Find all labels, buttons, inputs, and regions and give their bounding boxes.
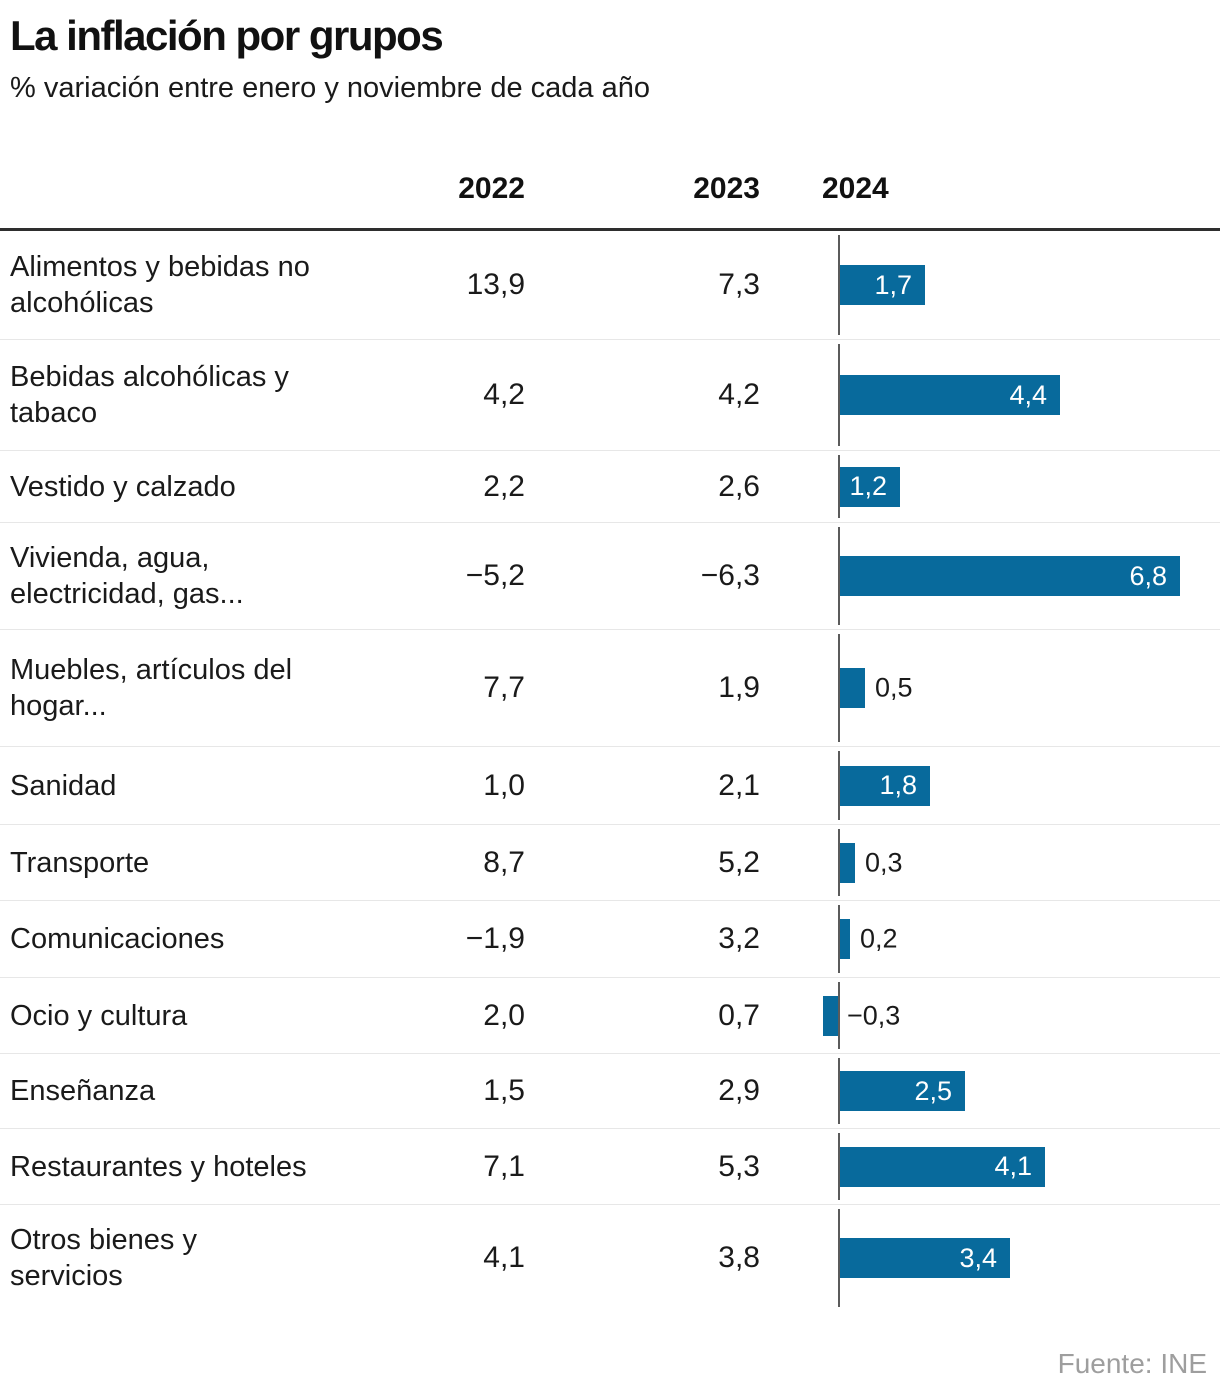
bar-2024 — [840, 919, 850, 959]
value-2023: 2,9 — [718, 1074, 760, 1107]
value-2022: 13,9 — [466, 268, 525, 301]
category-label: Transporte — [10, 846, 150, 879]
bar-2024: 1,8 — [840, 765, 930, 806]
chart-row: Enseñanza 1,5 2,9 2,5 — [0, 1053, 1220, 1128]
bar-value-label: 0,3 — [865, 847, 903, 877]
category-label: Restaurantes y hoteles — [10, 1150, 307, 1183]
value-2023: 5,2 — [718, 845, 760, 879]
bar-value-label: −0,3 — [847, 1000, 901, 1030]
bar-2024: 3,4 — [840, 1238, 1010, 1278]
column-header-2023: 2023 — [693, 172, 760, 205]
chart-row: Sanidad 1,0 2,1 1,8 — [0, 746, 1220, 824]
column-header-2024: 2024 — [822, 172, 889, 205]
chart-row: Muebles, artículos del hogar... 7,7 1,9 0,5 — [0, 629, 1220, 746]
bar-2024: 4,1 — [840, 1146, 1045, 1187]
bar-value-label: 1,8 — [879, 770, 917, 800]
bar-value-label: 1,7 — [874, 269, 912, 300]
value-2023: 3,2 — [718, 922, 760, 955]
value-2022: 8,7 — [483, 845, 525, 879]
category-label: Sanidad — [10, 769, 117, 802]
chart-row: Ocio y cultura 2,0 0,7 −0,3 — [0, 977, 1220, 1053]
category-label: Otros bienes y servicios — [10, 1224, 197, 1292]
bar-2024: 6,8 — [840, 556, 1180, 596]
value-2022: 2,2 — [483, 469, 525, 503]
chart-row: Otros bienes y servicios 4,1 3,8 3,4 — [0, 1204, 1220, 1311]
bar-value-label: 0,2 — [860, 923, 898, 954]
bar-2024: 2,5 — [840, 1071, 965, 1111]
category-label: Vivienda, agua, electricidad, gas... — [10, 542, 244, 610]
value-2022: −5,2 — [465, 559, 525, 592]
axis-baseline-2024 — [838, 235, 840, 335]
chart-rows: Alimentos y bebidas no alcohólicas 13,9 7,… — [0, 231, 1220, 1311]
value-2022: 7,7 — [483, 671, 525, 704]
value-2022: 1,0 — [483, 768, 525, 802]
axis-baseline-2024 — [838, 455, 840, 518]
bar-value-label: 4,4 — [1009, 379, 1047, 410]
bar-value-label: 6,8 — [1129, 560, 1167, 591]
bar-value-label: 0,5 — [875, 672, 913, 703]
bar-value-label: 3,4 — [959, 1242, 997, 1273]
value-2023: 3,8 — [718, 1241, 760, 1274]
value-2023: −6,3 — [700, 559, 760, 592]
axis-baseline-2024 — [838, 829, 840, 896]
category-label: Ocio y cultura — [10, 999, 188, 1032]
axis-baseline-2024 — [838, 1058, 840, 1124]
category-label: Comunicaciones — [10, 923, 225, 955]
category-label: Alimentos y bebidas no alcohólicas — [10, 251, 310, 319]
category-label: Enseñanza — [10, 1075, 156, 1107]
chart-row: Vestido y calzado 2,2 2,6 1,2 — [0, 450, 1220, 522]
axis-baseline-2024 — [838, 344, 840, 446]
value-2022: 4,2 — [483, 378, 525, 411]
source-note: Fuente: INE — [1057, 1348, 1207, 1379]
bar-2024 — [840, 842, 855, 883]
axis-baseline-2024 — [838, 982, 840, 1049]
value-2023: 5,3 — [718, 1149, 760, 1183]
bar-2024: 1,2 — [840, 466, 900, 507]
axis-baseline-2024 — [838, 527, 840, 625]
category-label: Muebles, artículos del hogar... — [10, 654, 293, 722]
value-2023: 4,2 — [718, 378, 760, 411]
page-title: La inflación por grupos — [10, 12, 444, 59]
value-2023: 0,7 — [718, 998, 760, 1032]
axis-baseline-2024 — [838, 634, 840, 742]
bar-value-label: 2,5 — [914, 1075, 952, 1106]
bar-value-label: 4,1 — [994, 1151, 1032, 1181]
value-2023: 2,6 — [718, 469, 760, 503]
chart-subtitle: % variación entre enero y noviembre de c… — [10, 72, 650, 104]
chart-row: Transporte 8,7 5,2 0,3 — [0, 824, 1220, 900]
header-rule — [0, 228, 1220, 231]
value-2023: 2,1 — [718, 768, 760, 802]
bar-2024: 4,4 — [840, 375, 1060, 415]
chart-row: Vivienda, agua, electricidad, gas... −5,2… — [0, 522, 1220, 629]
value-2022: 7,1 — [483, 1149, 525, 1183]
axis-baseline-2024 — [838, 905, 840, 973]
bar-2024: 1,7 — [840, 265, 925, 305]
chart-row: Restaurantes y hoteles 7,1 5,3 4,1 — [0, 1128, 1220, 1204]
value-2022: 2,0 — [483, 998, 525, 1032]
axis-baseline-2024 — [838, 1133, 840, 1200]
chart-row: Bebidas alcohólicas y tabaco 4,2 4,2 4,4 — [0, 339, 1220, 450]
bar-2024 — [840, 668, 865, 708]
category-label: Vestido y calzado — [10, 470, 236, 503]
axis-baseline-2024 — [838, 751, 840, 820]
category-label: Bebidas alcohólicas y tabaco — [10, 361, 289, 429]
column-header-2022: 2022 — [458, 172, 525, 205]
value-2022: 1,5 — [483, 1074, 525, 1107]
bar-value-label: 1,2 — [849, 471, 887, 501]
chart-row: Comunicaciones −1,9 3,2 0,2 — [0, 900, 1220, 977]
axis-baseline-2024 — [838, 1209, 840, 1307]
chart-row: Alimentos y bebidas no alcohólicas 13,9 7,… — [0, 231, 1220, 339]
value-2022: 4,1 — [483, 1241, 525, 1274]
bar-2024 — [823, 995, 838, 1036]
value-2022: −1,9 — [465, 922, 525, 955]
value-2023: 7,3 — [718, 268, 760, 301]
value-2023: 1,9 — [718, 671, 760, 704]
